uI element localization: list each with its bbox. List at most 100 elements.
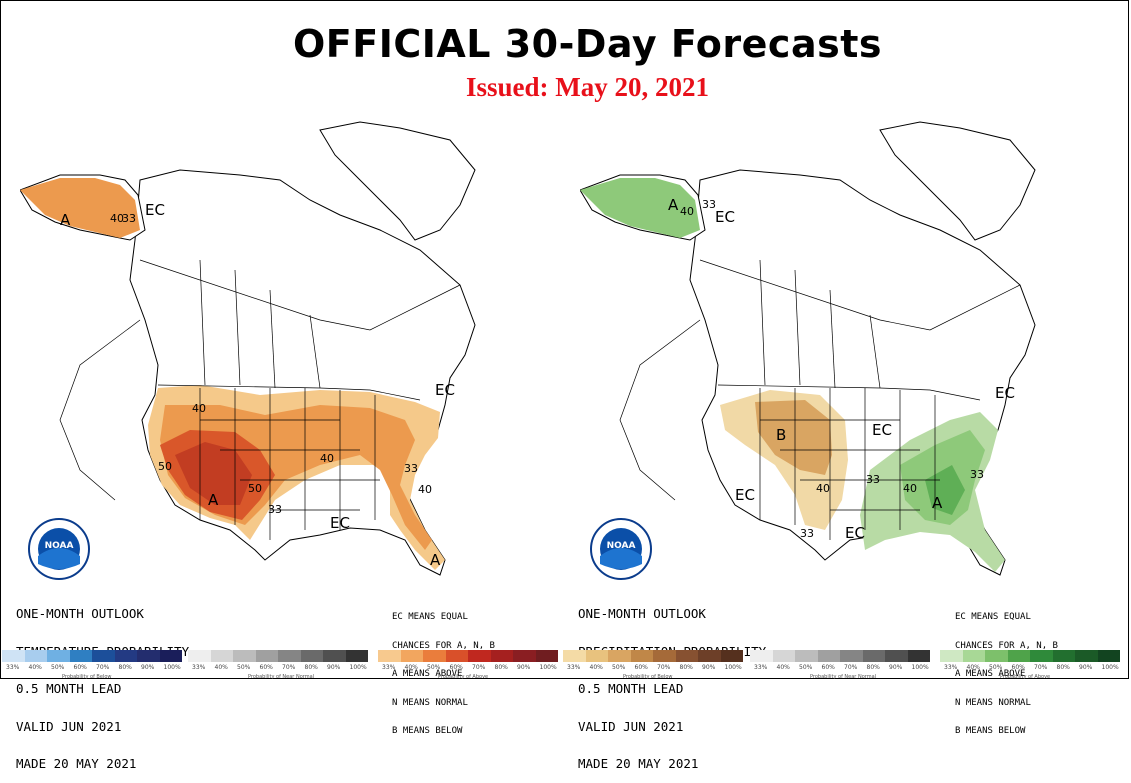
colorbar-tick-label: 70% [657,664,671,671]
note-line-5: B MEANS BELOW [955,726,1026,736]
colorbar-swatch [535,650,558,662]
precip-contour-40-plains: 40 [816,482,830,495]
colorbar-swatch [608,650,631,662]
outer-frame [0,0,1129,679]
precip-line-5: MADE 20 MAY 2021 [578,756,699,771]
note-line-3: A MEANS ABOVE [955,669,1026,679]
precip-ec-mid-label: EC [872,421,892,439]
precip-b-plains-label: B [776,426,786,444]
colorbar-tick-label: 90% [889,664,903,671]
temperature-map: EC EC EC A A A 40 33 40 50 50 40 33 40 3… [20,120,560,590]
colorbar-tick-label: 60% [634,664,648,671]
colorbar-tick-label: 33% [944,664,958,671]
colorbar-swatch [585,650,608,662]
temperature-outlook-text: ONE-MONTH OUTLOOK TEMPERATURE PROBABILIT… [16,583,189,783]
colorbar-tick-label: 90% [517,664,531,671]
colorbar-tick-label: 33% [6,664,20,671]
precip-contour-33-southeast: 33 [866,473,880,486]
colorbar-tick-label: 100% [539,664,557,671]
colorbar-temp-normal [188,650,368,680]
colorbar-tick-label: 50% [237,664,251,671]
colorbar-temp-above [378,650,558,680]
province-line-4 [869,314,881,389]
temp-contour-40-north: 40 [192,402,206,415]
colorbar-caption: Probability of Near Normal [810,674,877,680]
colorbar-tick-label: 80% [1056,664,1070,671]
precip-contour-33-alaska: 33 [702,198,716,211]
colorbar-caption: Probability of Above [438,674,489,680]
colorbar-swatch [772,650,795,662]
precip-line-4: VALID JUN 2021 [578,718,684,734]
canada-border-north [699,259,1021,331]
colorbar-tick-label: 60% [259,664,273,671]
colorbar-swatch [300,650,323,662]
colorbar-swatch [2,650,25,662]
colorbar-swatch [92,650,115,662]
temp-ec-north-label: EC [145,201,165,219]
colorbar-swatch [233,650,256,662]
temp-line-5: MADE 20 MAY 2021 [16,756,137,771]
colorbar-tick-label: 90% [1079,664,1093,671]
province-line-3 [269,289,276,389]
colorbar-swatch [378,650,401,662]
colorbar-tick-label: 100% [349,664,367,671]
colorbar-tick-label: 50% [799,664,813,671]
colorbar-swatch [698,650,721,662]
temp-above-60-region [175,442,252,505]
colorbar-precip-below [563,650,743,680]
colorbar-tick-label: 80% [866,664,880,671]
colorbar-swatch [1075,650,1098,662]
noaa-logo-left: NOAA [28,518,90,580]
note-line-3: A MEANS ABOVE [392,669,463,679]
precip-contour-40-southeast: 40 [903,482,917,495]
colorbar-tick-label: 70% [472,664,486,671]
colorbar-tick-label: 90% [327,664,341,671]
temp-contour-50-west: 50 [158,460,172,473]
colorbar-swatch [323,650,346,662]
colorbar-swatch [795,650,818,662]
temp-contour-33-south: 33 [268,503,282,516]
colorbar-swatch [817,650,840,662]
colorbar-temp-below [2,650,182,680]
precipitation-map-svg: EC EC EC EC EC A B A 40 33 40 33 40 33 3… [580,121,1036,576]
colorbar-caption: Probability of Near Normal [248,674,315,680]
temp-a-alaska-label: A [60,211,71,229]
note-line-2: CHANCES FOR A, N, B [955,640,1058,651]
temp-ec-south-label: EC [330,514,350,532]
colorbar-swatch [47,650,70,662]
temp-contour-40-east: 40 [418,483,432,496]
colorbar-swatch [210,650,233,662]
colorbar-tick-label: 90% [141,664,155,671]
colorbar-swatch [840,650,863,662]
colorbar-swatch [630,650,653,662]
colorbar-swatch [188,650,211,662]
colorbar-tick-label: 40% [214,664,228,671]
colorbar-swatch [1007,650,1030,662]
temp-line-3: 0.5 MONTH LEAD [16,681,122,696]
precip-below-40-region [755,400,832,475]
colorbar-swatch [513,650,536,662]
colorbar-swatch [159,650,182,662]
colorbar-swatch [423,650,446,662]
colorbar-swatch [653,650,676,662]
province-line-2 [794,269,801,386]
colorbar-swatch [137,650,160,662]
colorbar-tick-label: 40% [966,664,980,671]
canada-border-north [139,259,461,331]
colorbar-tick-label: 70% [96,664,110,671]
colorbar-tick-label: 80% [679,664,693,671]
colorbar-tick-label: 80% [494,664,508,671]
colorbar-swatch [1052,650,1075,662]
colorbar-swatch [675,650,698,662]
colorbar-tick-label: 50% [989,664,1003,671]
temp-ec-east-label: EC [435,381,455,399]
colorbar-swatch [985,650,1008,662]
colorbar-caption: Probability of Below [623,674,673,680]
colorbar-swatch [1097,650,1120,662]
precip-a-southeast-label: A [932,494,943,512]
mexico-outline [59,319,141,501]
note-line-1: EC MEANS EQUAL [955,612,1031,622]
colorbar-tick-label: 33% [754,664,768,671]
colorbar-swatch [255,650,278,662]
precipitation-outlook-text: ONE-MONTH OUTLOOK PRECIPITATION PROBABIL… [578,583,766,783]
